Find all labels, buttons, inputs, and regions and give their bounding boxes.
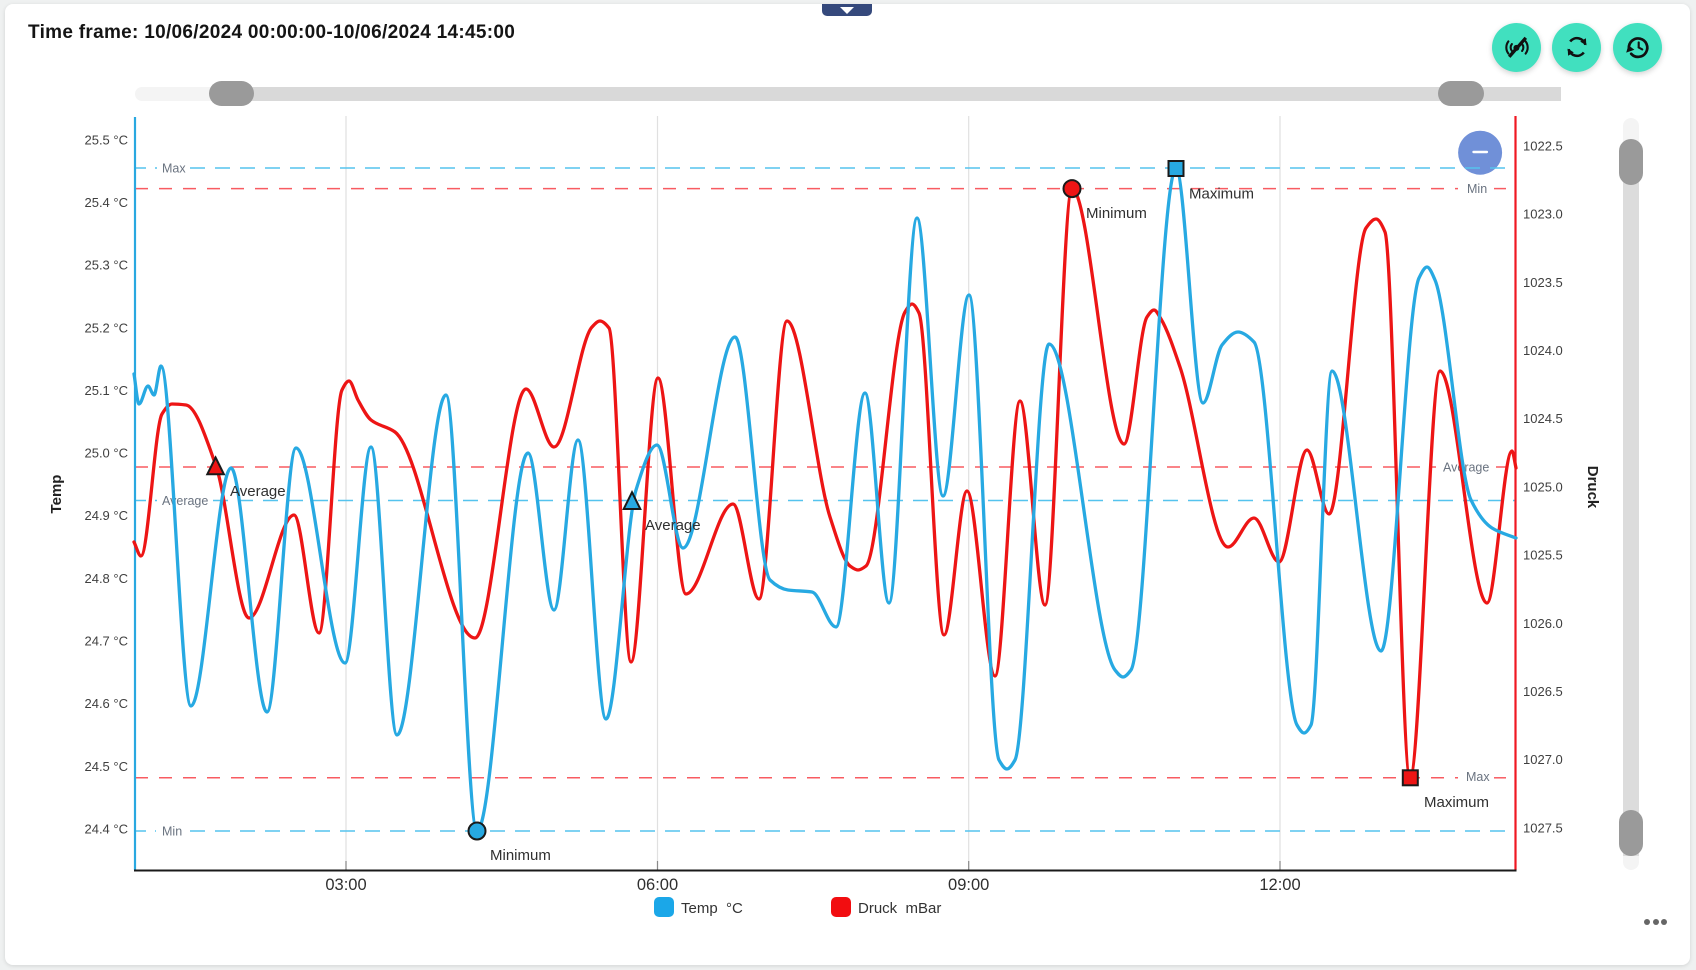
svg-text:1023.0: 1023.0 — [1523, 207, 1563, 222]
svg-text:25.2 °C: 25.2 °C — [84, 320, 128, 335]
svg-text:Maximum: Maximum — [1189, 186, 1254, 203]
svg-text:Temp: Temp — [48, 475, 65, 514]
svg-text:1022.5: 1022.5 — [1523, 138, 1563, 153]
svg-text:25.3 °C: 25.3 °C — [84, 258, 128, 273]
svg-text:25.0 °C: 25.0 °C — [84, 446, 128, 461]
svg-text:24.7 °C: 24.7 °C — [84, 634, 128, 649]
svg-text:Druck mBar: Druck mBar — [858, 900, 941, 917]
svg-text:Max: Max — [162, 162, 186, 176]
svg-text:09:00: 09:00 — [948, 876, 989, 894]
svg-text:25.5 °C: 25.5 °C — [84, 132, 128, 147]
svg-text:1025.5: 1025.5 — [1523, 548, 1563, 563]
svg-text:Average: Average — [645, 517, 701, 534]
svg-text:Min: Min — [162, 825, 182, 839]
svg-text:25.4 °C: 25.4 °C — [84, 195, 128, 210]
svg-text:1023.5: 1023.5 — [1523, 275, 1563, 290]
svg-text:1024.5: 1024.5 — [1523, 411, 1563, 426]
svg-text:1027.0: 1027.0 — [1523, 752, 1563, 767]
svg-text:12:00: 12:00 — [1259, 876, 1300, 894]
svg-text:Average: Average — [1443, 461, 1489, 475]
svg-text:Average: Average — [162, 494, 208, 508]
svg-text:1026.0: 1026.0 — [1523, 616, 1563, 631]
svg-text:24.9 °C: 24.9 °C — [84, 508, 128, 523]
svg-text:24.6 °C: 24.6 °C — [84, 696, 128, 711]
svg-text:Min: Min — [1467, 182, 1487, 196]
svg-text:1027.5: 1027.5 — [1523, 820, 1563, 835]
svg-text:1026.5: 1026.5 — [1523, 684, 1563, 699]
svg-text:1025.0: 1025.0 — [1523, 479, 1563, 494]
svg-text:Druck: Druck — [1584, 466, 1601, 509]
svg-text:Minimum: Minimum — [1086, 205, 1147, 222]
svg-text:24.5 °C: 24.5 °C — [84, 759, 128, 774]
svg-text:Max: Max — [1466, 770, 1490, 784]
svg-text:Average: Average — [230, 483, 286, 500]
svg-text:Temp °C: Temp °C — [681, 900, 743, 917]
svg-text:03:00: 03:00 — [325, 876, 366, 894]
svg-text:Maximum: Maximum — [1424, 794, 1489, 811]
svg-text:06:00: 06:00 — [637, 876, 678, 894]
svg-text:Minimum: Minimum — [490, 847, 551, 864]
svg-text:25.1 °C: 25.1 °C — [84, 383, 128, 398]
svg-text:24.8 °C: 24.8 °C — [84, 571, 128, 586]
svg-text:24.4 °C: 24.4 °C — [84, 821, 128, 836]
svg-text:1024.0: 1024.0 — [1523, 343, 1563, 358]
